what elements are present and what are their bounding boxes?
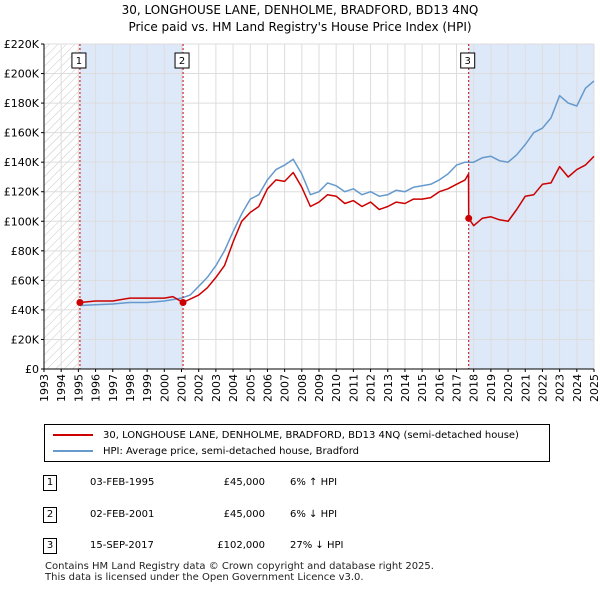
footer-line-1: Contains HM Land Registry data © Crown c… (45, 561, 434, 572)
y-tick-label: £180K (4, 97, 40, 110)
sale-box-2 (174, 52, 190, 69)
axis-layer: £0 £20K £40K £60K £80K £100K £120K £140K £160K £1… (4, 38, 600, 402)
sale-price: £45,000 (223, 509, 265, 520)
x-tick-label: 2003 (210, 374, 223, 402)
sale-box-label-1: 1 (76, 56, 82, 67)
sale-date: 03-FEB-1995 (90, 477, 155, 488)
y-tick-label: £100K (4, 215, 40, 228)
y-tick-label: £0 (25, 363, 39, 376)
x-tick-label: 1995 (72, 374, 85, 402)
legend-swatch-property (53, 434, 93, 436)
x-tick-label: 2013 (382, 374, 395, 402)
x-tick-label: 2004 (227, 374, 240, 402)
x-tick-label: 1998 (124, 374, 137, 402)
sale-number: 1 (43, 475, 57, 491)
sale-point-1 (76, 299, 84, 307)
sale-hpi-diff: 6% ↓ HPI (290, 509, 338, 520)
legend-label-property: 30, LONGHOUSE LANE, DENHOLME, BRADFORD, … (103, 429, 519, 441)
legend-entry-hpi: HPI: Average price, semi-detached house,… (53, 444, 359, 458)
x-tick-label: 1994 (55, 374, 68, 402)
sale-point-2 (179, 299, 187, 307)
sale-box-1 (71, 52, 87, 69)
sale-hpi-diff: 6% ↑ HPI (290, 477, 338, 488)
x-tick-label: 2006 (261, 374, 274, 402)
sale-price: £102,000 (217, 540, 265, 551)
sale-hpi-diff: 27% ↓ HPI (290, 540, 344, 551)
legend-swatch-hpi (53, 450, 93, 452)
series-line-property (79, 155, 595, 304)
x-tick-label: 2015 (416, 374, 429, 402)
x-tick-label: 2012 (365, 374, 378, 402)
sale-date: 02-FEB-2001 (90, 509, 155, 520)
sale-row-3: 3 15-SEP-2017 £102,000 27% ↓ HPI (0, 538, 600, 558)
footer-line-2: This data is licensed under the Open Gov… (45, 572, 364, 583)
footer: Contains HM Land Registry data © Crown c… (45, 561, 434, 583)
sale-price: £45,000 (223, 477, 265, 488)
x-tick-label: 2016 (433, 374, 446, 402)
pre-data-hatch (44, 44, 80, 369)
x-tick-label: 2017 (451, 374, 464, 402)
shade-layer (44, 44, 594, 369)
shade-sale1-to-sale2 (79, 44, 184, 369)
y-tick-label: £20K (11, 333, 40, 346)
x-tick-label: 2023 (554, 374, 567, 402)
shade-after-sale3 (468, 44, 594, 369)
sale-number: 3 (43, 538, 57, 554)
x-tick-label: 2025 (588, 374, 600, 402)
x-tick-label: 2011 (347, 374, 360, 402)
x-tick-label: 2014 (399, 374, 412, 402)
legend-entry-property: 30, LONGHOUSE LANE, DENHOLME, BRADFORD, … (53, 428, 519, 442)
x-tick-label: 2022 (536, 374, 549, 402)
x-tick-label: 2010 (330, 374, 343, 402)
x-tick-label: 2019 (485, 374, 498, 402)
series-layer (79, 80, 595, 307)
chart-title-line2: Price paid vs. HM Land Registry's House … (128, 20, 472, 34)
sale-box-3 (460, 52, 476, 69)
y-tick-label: £40K (11, 304, 40, 317)
y-tick-label: £140K (4, 156, 40, 169)
y-tick-label: £220K (4, 38, 40, 51)
x-tick-label: 2000 (158, 374, 171, 402)
series-line-hpi (79, 80, 595, 307)
y-tick-label: £60K (11, 274, 40, 287)
sale-box-label-3: 3 (465, 56, 471, 67)
x-tick-label: 2024 (571, 374, 584, 402)
sale-row-1: 1 03-FEB-1995 £45,000 6% ↑ HPI (0, 475, 600, 495)
sale-point-3 (465, 214, 473, 222)
sale-row-2: 2 02-FEB-2001 £45,000 6% ↓ HPI (0, 507, 600, 527)
sale-date: 15-SEP-2017 (90, 540, 154, 551)
sale-number: 2 (43, 507, 57, 523)
legend-label-hpi: HPI: Average price, semi-detached house,… (103, 445, 359, 457)
price-chart: 1 2 3 £0 £20K £40K £60K £80K £100K £120K £140K £16… (4, 38, 600, 402)
x-tick-label: 2021 (519, 374, 532, 402)
legend: 30, LONGHOUSE LANE, DENHOLME, BRADFORD, … (44, 424, 550, 462)
x-tick-label: 2007 (279, 374, 292, 402)
x-tick-label: 2009 (313, 374, 326, 402)
chart-title-line1: 30, LONGHOUSE LANE, DENHOLME, BRADFORD, … (121, 3, 479, 17)
x-tick-label: 2018 (468, 374, 481, 402)
y-tick-label: £80K (11, 245, 40, 258)
y-tick-label: £160K (4, 127, 40, 140)
x-tick-label: 1999 (141, 374, 154, 402)
x-tick-label: 2005 (244, 374, 257, 402)
grid-layer (43, 43, 595, 370)
x-tick-label: 2008 (296, 374, 309, 402)
x-tick-label: 2002 (193, 374, 206, 402)
x-tick-label: 1996 (90, 374, 103, 402)
x-tick-label: 1997 (107, 374, 120, 402)
y-tick-label: £200K (4, 68, 40, 81)
marker-layer: 1 2 3 (71, 44, 476, 369)
x-tick-label: 1993 (38, 374, 51, 402)
sale-box-label-2: 2 (179, 56, 185, 67)
x-tick-label: 2020 (502, 374, 515, 402)
y-tick-label: £120K (4, 186, 40, 199)
x-tick-label: 2001 (176, 374, 189, 402)
